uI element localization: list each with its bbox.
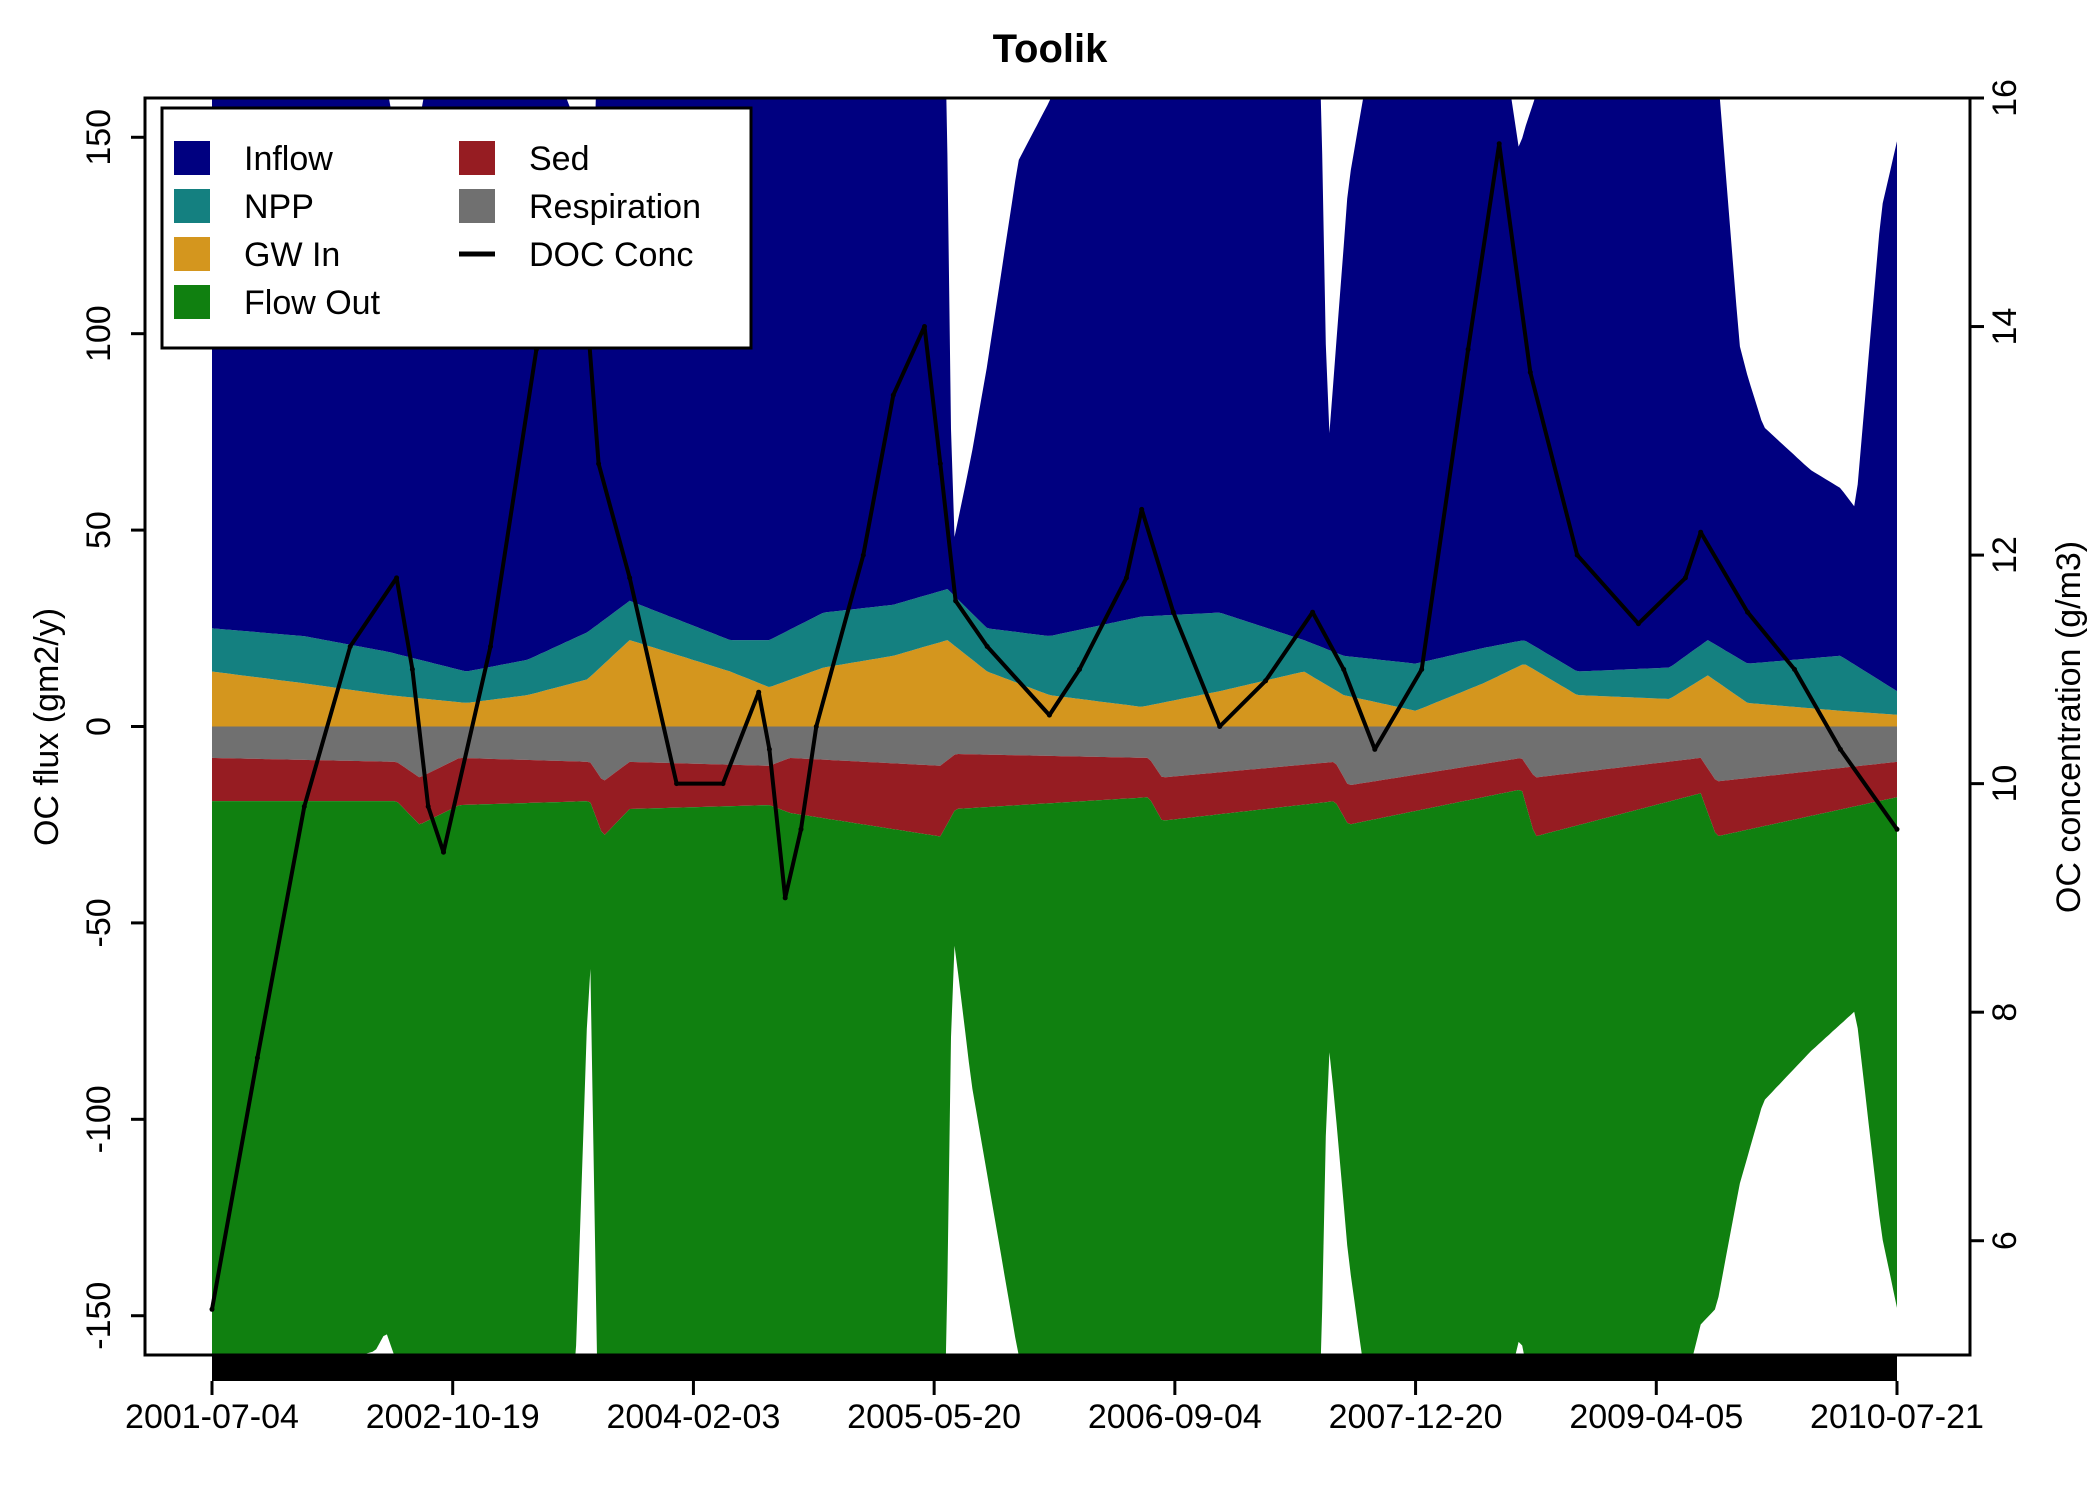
- line-point-doc-conc: [1465, 346, 1471, 352]
- line-point-doc-conc: [756, 689, 762, 695]
- legend-label-npp: NPP: [244, 188, 314, 226]
- line-point-doc-conc: [425, 804, 431, 809]
- legend-label-sed: Sed: [529, 140, 590, 178]
- line-point-doc-conc: [1682, 575, 1688, 581]
- line-point-doc-conc: [1217, 724, 1223, 729]
- line-point-doc-conc: [782, 895, 788, 901]
- x-tick-label: 2006-09-04: [1088, 1398, 1262, 1436]
- y-tick-label: 50: [80, 511, 118, 549]
- line-point-doc-conc: [409, 666, 415, 672]
- y2-axis-label: OC concentration (g/m3): [2050, 541, 2088, 913]
- line-point-doc-conc: [1527, 369, 1533, 375]
- line-point-doc-conc: [890, 392, 896, 398]
- legend-swatch-inflow: [174, 141, 210, 175]
- line-point-doc-conc: [1139, 506, 1145, 512]
- line-point-doc-conc: [1372, 746, 1378, 752]
- line-point-doc-conc: [627, 575, 633, 581]
- line-point-doc-conc: [674, 781, 680, 787]
- legend-label-flow-out: Flow Out: [244, 284, 381, 322]
- y-tick-label: 0: [80, 717, 118, 736]
- line-point-doc-conc: [301, 804, 307, 809]
- legend-label-doc-conc: DOC Conc: [529, 236, 693, 274]
- y-tick-label: -50: [80, 898, 118, 947]
- line-point-doc-conc: [1698, 529, 1704, 535]
- y-tick-label: -150: [80, 1282, 118, 1350]
- line-layer: [209, 141, 1900, 1312]
- area-series-npp: [212, 589, 1897, 715]
- line-point-doc-conc: [1745, 609, 1751, 615]
- chart-title: Toolik: [993, 27, 1109, 71]
- line-point-doc-conc: [937, 461, 943, 467]
- y2-tick-label: 10: [1986, 765, 2024, 803]
- legend: Inflow NPP GW In Flow Out Sed Respiration DOC …: [160, 106, 753, 350]
- line-point-doc-conc: [209, 1306, 215, 1312]
- line-point-doc-conc: [1574, 552, 1580, 558]
- x-tick-label: 2002-10-19: [366, 1398, 540, 1436]
- line-point-doc-conc: [953, 598, 959, 604]
- legend-swatch-respiration: [459, 189, 495, 223]
- line-point-doc-conc: [1341, 666, 1347, 672]
- line-point-doc-conc: [766, 746, 772, 752]
- line-point-doc-conc: [1792, 666, 1797, 672]
- line-point-doc-conc: [1077, 666, 1082, 672]
- y2-tick-label: 8: [1986, 1003, 2024, 1022]
- legend-box: [160, 106, 753, 350]
- line-point-doc-conc: [596, 461, 602, 467]
- y2-tick-label: 6: [1986, 1231, 2024, 1250]
- x-tick-label: 2010-07-21: [1810, 1398, 1984, 1436]
- y-axis-label: OC flux (gm2/y): [28, 608, 66, 846]
- y2-tick-label: 16: [1986, 79, 2024, 117]
- line-point-doc-conc: [922, 324, 927, 329]
- area-series-flow-out: [212, 790, 1897, 1355]
- x-tick-label: 2009-04-05: [1569, 1398, 1743, 1436]
- line-point-doc-conc: [813, 724, 819, 729]
- y-tick-label: -100: [80, 1085, 118, 1153]
- line-point-doc-conc: [394, 575, 400, 581]
- line-point-doc-conc: [1263, 678, 1269, 684]
- line-point-doc-conc: [1123, 575, 1129, 581]
- area-series-gw-in: [212, 640, 1897, 727]
- line-point-doc-conc: [347, 644, 353, 649]
- line-point-doc-conc: [1170, 609, 1176, 615]
- line-point-doc-conc: [1635, 621, 1641, 627]
- line-point-doc-conc: [488, 644, 493, 649]
- legend-label-inflow: Inflow: [244, 140, 333, 178]
- x-axis-rug-bar: [212, 1355, 1897, 1381]
- line-series-doc-conc: [210, 141, 1899, 1310]
- x-tick-label: 2004-02-03: [606, 1398, 780, 1436]
- area-series-sed: [212, 754, 1897, 837]
- line-point-doc-conc: [441, 849, 446, 855]
- y-tick-label: 150: [80, 109, 118, 166]
- legend-label-respiration: Respiration: [529, 188, 701, 226]
- y-tick-label: 100: [80, 305, 118, 362]
- legend-label-gw-in: GW In: [244, 236, 340, 274]
- line-point-doc-conc: [720, 781, 726, 787]
- line-point-doc-conc: [254, 1055, 260, 1061]
- line-point-doc-conc: [798, 826, 804, 832]
- legend-swatch-gw-in: [174, 237, 210, 271]
- line-point-doc-conc: [1837, 746, 1843, 752]
- line-point-doc-conc: [1419, 666, 1425, 672]
- legend-swatch-sed: [459, 141, 495, 175]
- y2-tick-label: 14: [1986, 308, 2024, 346]
- legend-swatch-flow-out: [174, 285, 210, 319]
- legend-swatch-npp: [174, 189, 210, 223]
- x-tick-label: 2001-07-04: [125, 1398, 299, 1436]
- line-point-doc-conc: [984, 644, 990, 649]
- area-series-respiration: [212, 726, 1897, 785]
- line-point-doc-conc: [1894, 826, 1900, 832]
- x-tick-label: 2005-05-20: [847, 1398, 1021, 1436]
- line-point-doc-conc: [1046, 712, 1052, 718]
- line-point-doc-conc: [1310, 609, 1316, 615]
- line-point-doc-conc: [1496, 141, 1502, 147]
- x-tick-label: 2007-12-20: [1329, 1398, 1503, 1436]
- line-point-doc-conc: [860, 552, 866, 558]
- axis-layer: -150 -100 -50 0 50 100 150 6 8 10 12 14 16 2001-07-04…: [80, 79, 2024, 1436]
- y2-tick-label: 12: [1986, 536, 2024, 574]
